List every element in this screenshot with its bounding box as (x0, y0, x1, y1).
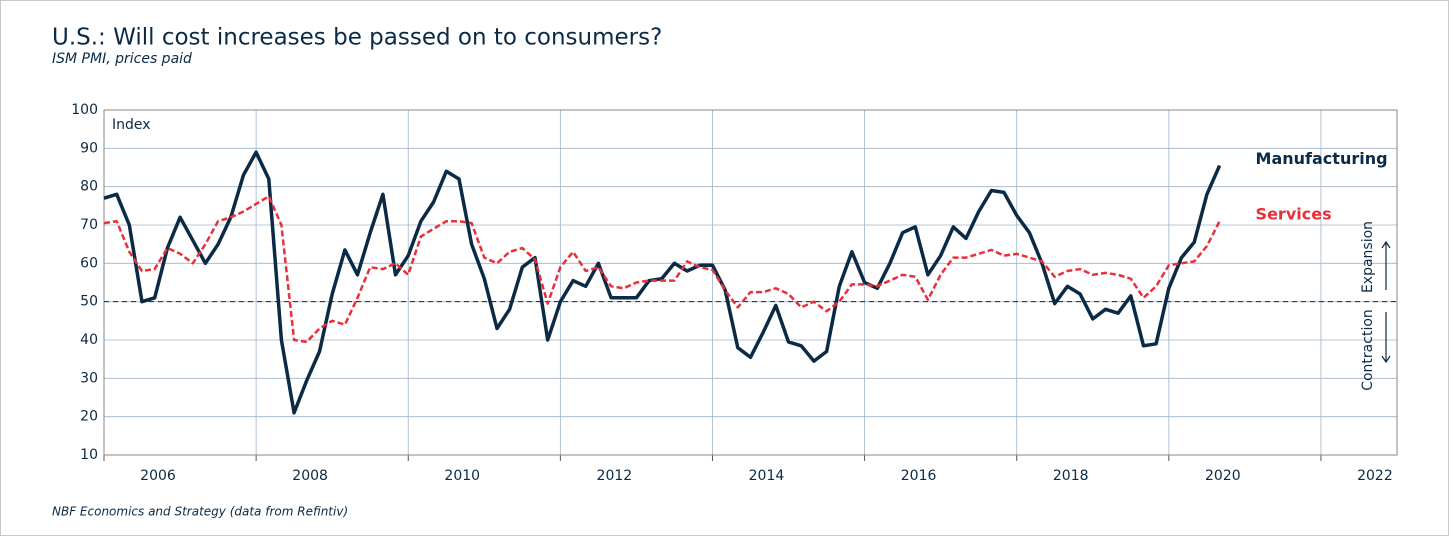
x-tick-label: 2010 (444, 468, 480, 484)
source: NBF Economics and Strategy (data from Re… (52, 505, 348, 519)
x-tick-label: 2018 (1053, 468, 1089, 484)
series-line (103, 150, 1222, 415)
x-tick-label: 2006 (140, 468, 176, 484)
series-label: Services (1256, 205, 1332, 224)
plot-area: 10 20 30 40 50 60 70 80 90 100 2006 2008 2010 2012 201… (71, 102, 1398, 484)
y-tick-label: 70 (80, 217, 98, 233)
chart-title: U.S.: Will cost increases be passed on t… (52, 25, 662, 51)
y-tick-label: 10 (80, 447, 98, 463)
series-line (103, 195, 1221, 344)
y-tick-label: 60 (80, 255, 98, 271)
x-tick-label: 2014 (749, 468, 785, 484)
up-arrow (1381, 240, 1391, 290)
y-tick-label: 40 (80, 332, 98, 348)
x-tick-label: 2016 (901, 468, 937, 484)
plot-border (103, 109, 1398, 456)
y-tick-label: 90 (80, 140, 98, 156)
x-tick-label: 2008 (292, 468, 328, 484)
x-tick-label: 2020 (1205, 468, 1241, 484)
y-tick-label: 100 (71, 102, 98, 118)
y-tick-label: 50 (80, 294, 98, 310)
x-tick-label: 2022 (1357, 468, 1393, 484)
y-tick-label: 30 (80, 370, 98, 386)
expansion-label: Expansion (1360, 221, 1376, 293)
contraction-label: Contraction (1360, 309, 1376, 391)
series-label: Manufacturing (1256, 149, 1388, 168)
y-tick-label: 20 (80, 409, 98, 425)
x-tick-label: 2012 (597, 468, 633, 484)
down-arrow (1381, 312, 1391, 364)
y-axis-label: Index (112, 117, 151, 133)
chart-subtitle: ISM PMI, prices paid (52, 51, 192, 67)
y-tick-label: 80 (80, 179, 98, 195)
